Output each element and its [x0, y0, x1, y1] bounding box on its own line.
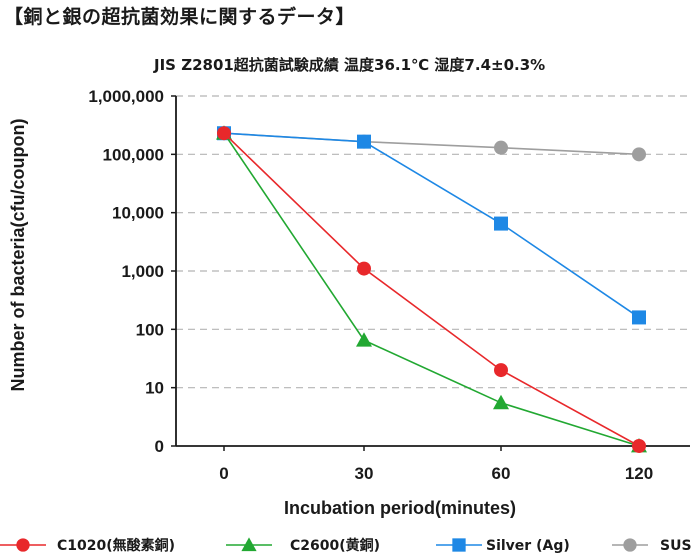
legend-marker — [16, 538, 30, 552]
data-point-silver-ag — [357, 134, 371, 149]
data-point-c1020 — [632, 439, 646, 453]
data-point-silver-ag — [494, 216, 508, 231]
series-line-silver-ag — [223, 132, 640, 319]
x-axis-label: Incubation period(minutes) — [284, 498, 516, 518]
legend-label: Silver (Ag) — [486, 538, 570, 554]
y-tick-label: 100 — [136, 320, 164, 339]
y-tick-label: 10 — [145, 379, 164, 398]
y-tick-label: 100,000 — [103, 145, 164, 164]
legend-marker — [241, 537, 257, 552]
series-line-c1020 — [223, 132, 640, 447]
legend-item-c1020: C1020(無酸素銅) — [0, 537, 175, 554]
data-point-sus — [632, 147, 646, 162]
y-tick-label: 1,000 — [121, 262, 164, 281]
x-tick-label: 60 — [492, 464, 511, 483]
legend-marker — [623, 538, 637, 552]
x-tick-labels: 0 30 60 120 — [219, 464, 653, 483]
data-point-sus — [494, 140, 508, 155]
legend-item-silver-ag: Silver (Ag) — [436, 538, 570, 554]
x-tick-label: 30 — [355, 464, 374, 483]
grid-lines — [176, 95, 690, 389]
axes — [171, 95, 690, 451]
data-point-c1020 — [357, 261, 371, 276]
legend-label: SUS — [660, 538, 692, 554]
y-axis-label: Number of bacteria(cfu/coupon) — [8, 118, 28, 391]
chart-subtitle: JIS Z2801超抗菌試験成績 温度36.1℃ 湿度7.4±0.3% — [154, 56, 546, 74]
legend-marker — [452, 538, 466, 552]
data-point-c2600 — [493, 394, 509, 410]
series-layer — [216, 125, 647, 453]
data-point-silver-ag — [632, 310, 646, 325]
data-point-c1020 — [494, 363, 508, 378]
y-tick-label: 1,000,000 — [88, 87, 164, 106]
legend-item-c2600: C2600(黄銅) — [226, 537, 380, 554]
y-tick-labels: 0 10 100 1,000 10,000 100,000 1,000,000 — [88, 87, 164, 456]
x-tick-label: 0 — [219, 464, 228, 483]
page-title: 【銅と銀の超抗菌効果に関するデータ】 — [4, 6, 356, 28]
legend-label: C1020(無酸素銅) — [57, 537, 175, 554]
legend: C1020(無酸素銅) C2600(黄銅) Silver (Ag) SUS — [0, 537, 692, 554]
legend-label: C2600(黄銅) — [290, 537, 380, 554]
series-line-c2600 — [223, 132, 640, 447]
legend-item-sus: SUS — [612, 538, 692, 554]
data-point-c2600 — [356, 332, 372, 347]
y-tick-label: 10,000 — [112, 204, 164, 223]
y-tick-label: 0 — [155, 437, 164, 456]
x-tick-label: 120 — [625, 464, 653, 483]
data-point-c1020 — [217, 126, 231, 141]
